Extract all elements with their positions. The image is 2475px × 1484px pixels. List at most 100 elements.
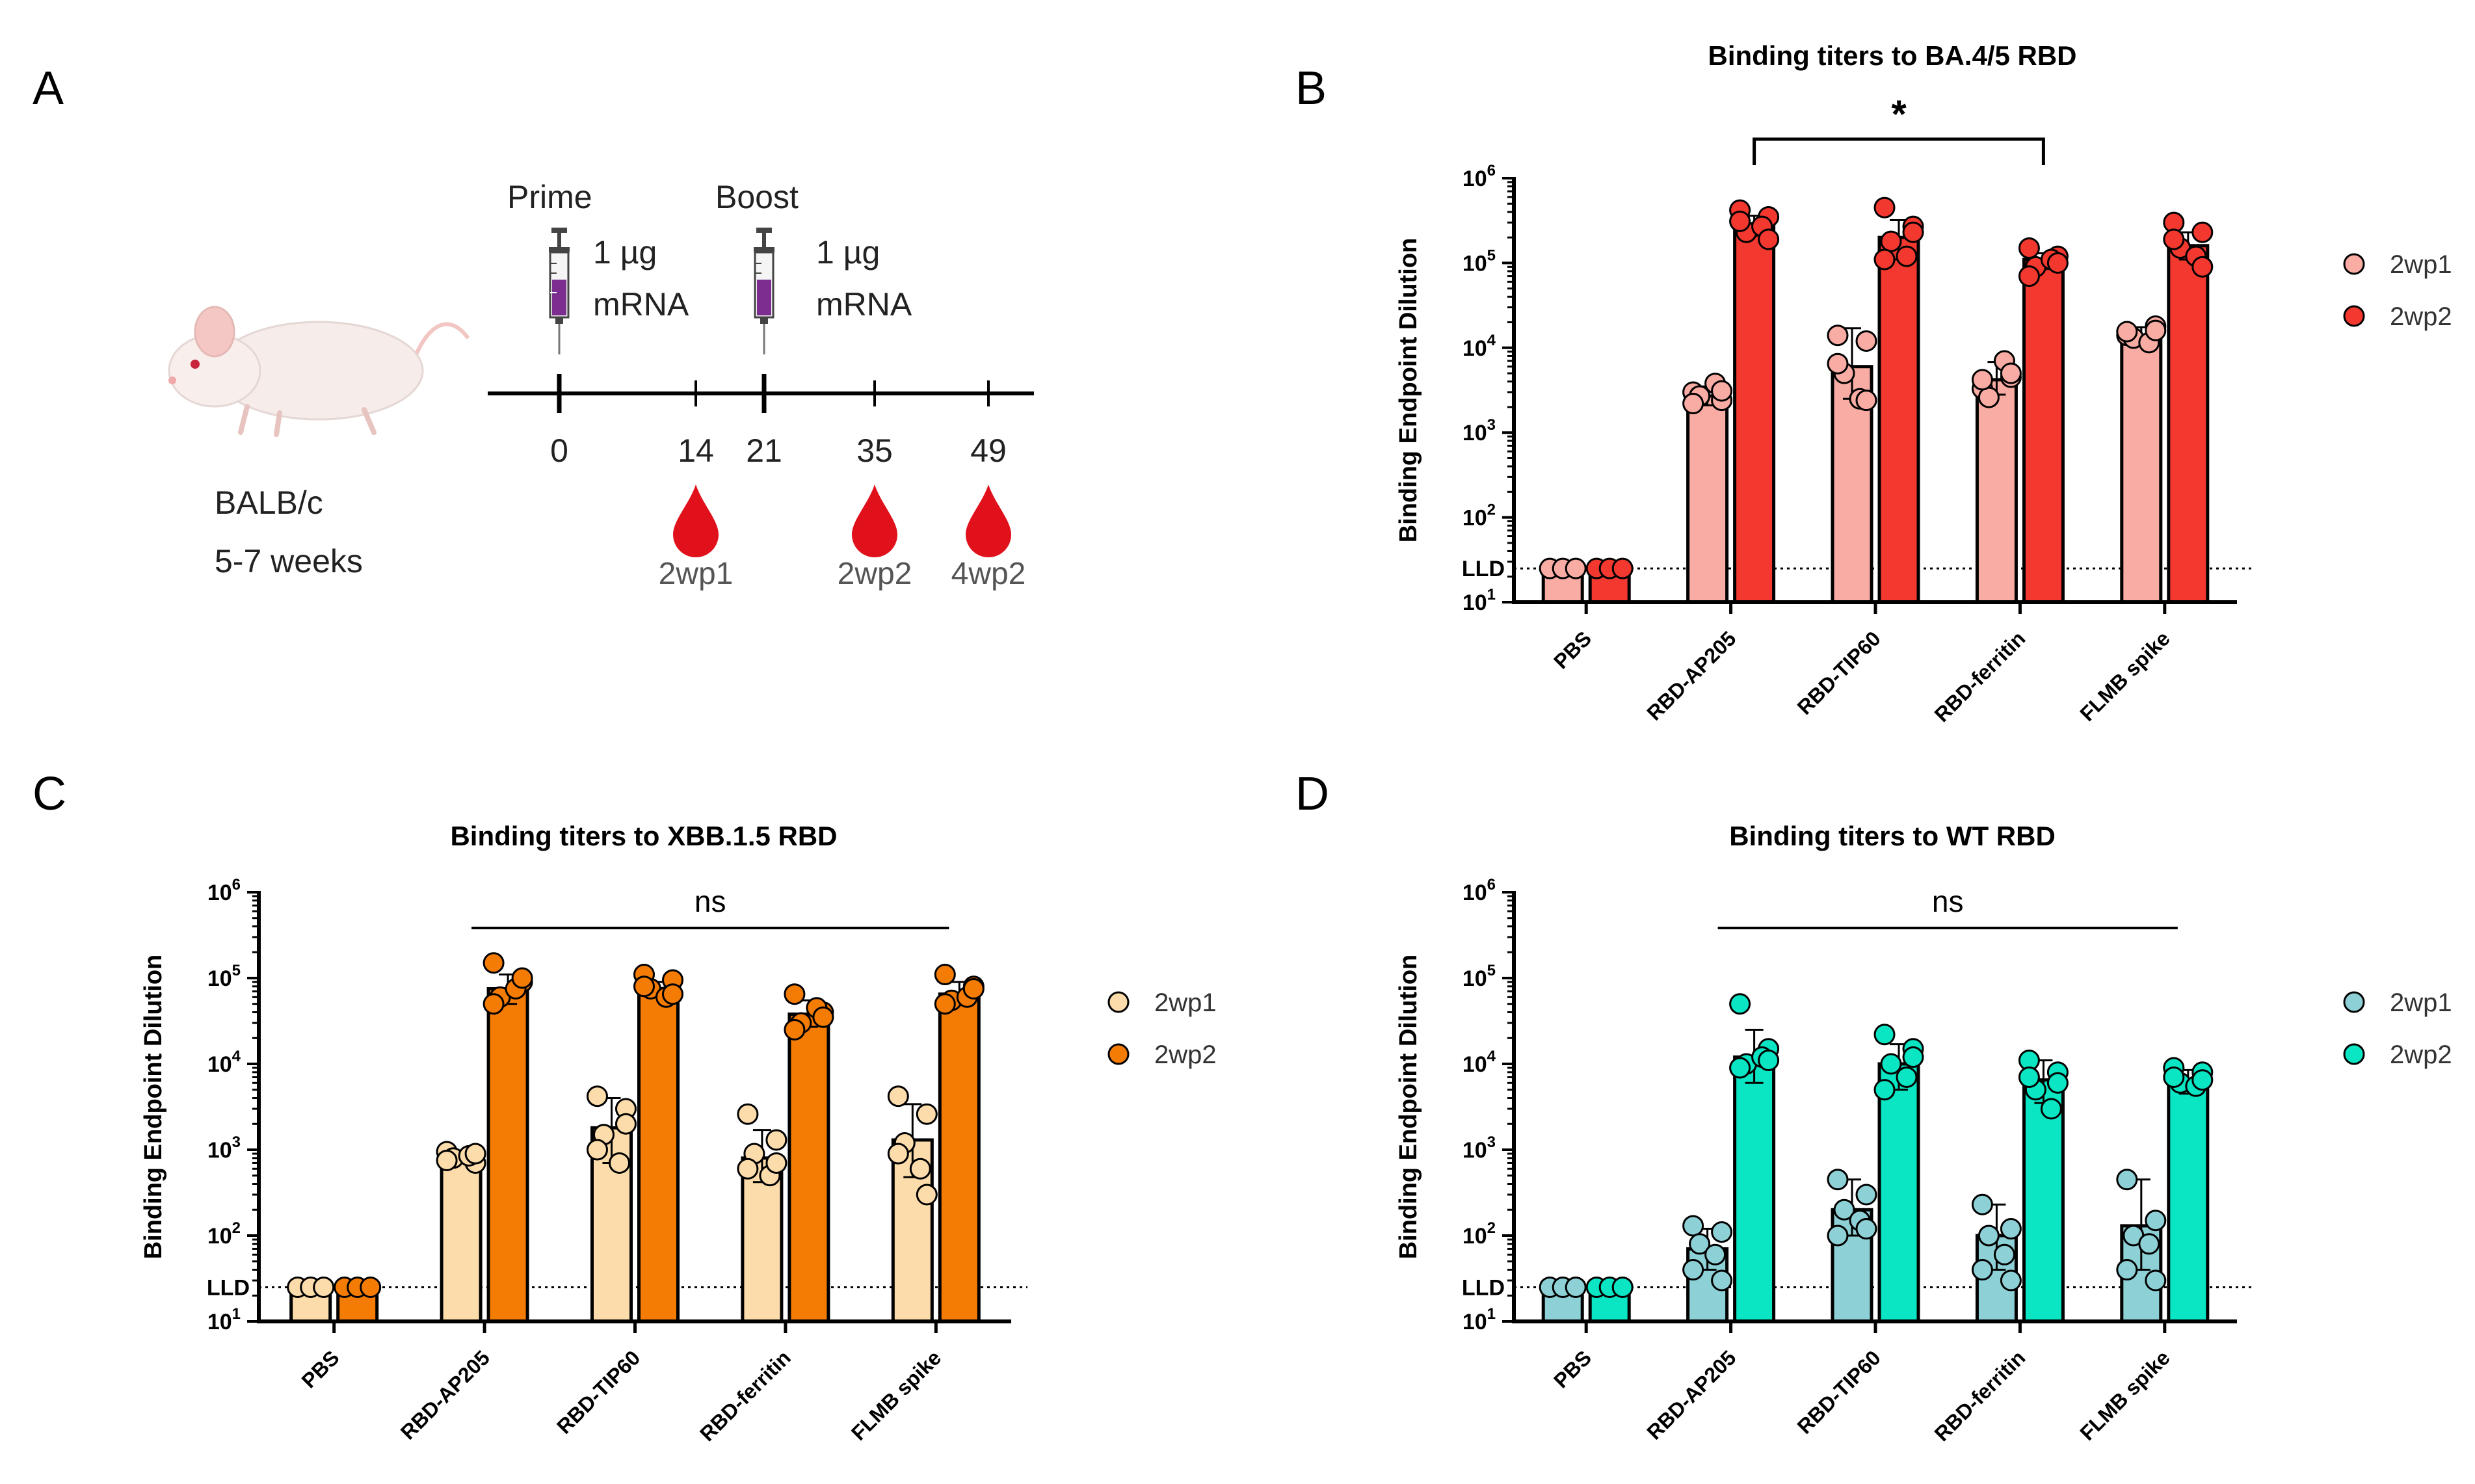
legend-label: 2wp2 xyxy=(2390,1040,2452,1069)
data-point-2wp2 xyxy=(2046,252,2069,274)
data-point-2wp1 xyxy=(1711,380,1733,402)
category-label: RBD-ferritin xyxy=(1930,1345,2030,1446)
y-tick-label: 103 xyxy=(1462,1133,1496,1163)
significance-label: ns xyxy=(695,884,726,918)
y-tick-label: 106 xyxy=(1462,876,1496,905)
mouse-strain: BALB/c xyxy=(215,484,323,521)
data-point-2wp1 xyxy=(2116,321,2138,343)
data-point-2wp1 xyxy=(2145,319,2167,341)
data-point-2wp2 xyxy=(1902,221,1924,243)
mouse-tail xyxy=(414,322,470,356)
blood-drop-icon xyxy=(852,484,897,557)
data-point-2wp1 xyxy=(1689,1233,1711,1255)
data-point-2wp2 xyxy=(934,964,956,986)
boost-dose-type: mRNA xyxy=(816,286,912,323)
panel-letter-a: A xyxy=(33,62,64,114)
category-label: FLMB spike xyxy=(847,1345,946,1444)
data-point-2wp1 xyxy=(2145,1210,2167,1232)
data-point-2wp1 xyxy=(2000,1269,2022,1292)
bar-2wp2 xyxy=(788,1012,830,1323)
data-point-2wp1 xyxy=(1711,1269,1733,1292)
data-point-2wp2 xyxy=(1902,1046,1924,1068)
mouse-illustration xyxy=(168,306,470,437)
data-point-2wp1 xyxy=(1827,325,1849,347)
timeline-blood-draws: 2wp1 2wp2 4wp2 xyxy=(659,484,1026,591)
panel-b-chart: B Binding titers to BA.4/5 RBD Binding En… xyxy=(1295,40,2452,726)
data-point-2wp2 xyxy=(2018,265,2040,287)
legend-marker-2wp2 xyxy=(2343,305,2365,327)
lld-label: LLD xyxy=(1462,557,1505,581)
data-point-2wp1 xyxy=(1827,1225,1849,1247)
legend-marker-2wp1 xyxy=(1107,991,1130,1013)
data-point-2wp1 xyxy=(1565,557,1587,579)
data-point-2wp1 xyxy=(2116,1259,2138,1281)
category-label: RBD-AP205 xyxy=(1642,1345,1740,1444)
data-point-2wp2 xyxy=(2191,256,2214,278)
category-label: PBS xyxy=(1549,1345,1596,1392)
y-tick-label: 105 xyxy=(207,962,241,991)
data-point-2wp1 xyxy=(1855,1218,1877,1240)
bar-2wp2 xyxy=(637,987,680,1323)
data-point-2wp2 xyxy=(2163,228,2185,250)
data-point-2wp2 xyxy=(2018,1066,2040,1088)
data-point-2wp1 xyxy=(765,1129,788,1151)
legend-marker-2wp2 xyxy=(1107,1043,1130,1065)
data-point-2wp1 xyxy=(916,1103,938,1125)
data-point-2wp2 xyxy=(2191,1069,2214,1091)
panel-letter-d: D xyxy=(1295,768,1329,820)
prime-syringe-icon xyxy=(549,228,570,354)
legend-label: 2wp1 xyxy=(2390,988,2452,1017)
data-point-2wp1 xyxy=(916,1184,938,1206)
data-point-2wp1 xyxy=(1993,1243,2015,1265)
legend-marker-2wp1 xyxy=(2343,991,2365,1013)
data-point-2wp1 xyxy=(909,1158,931,1180)
blood-drop-icon xyxy=(673,484,719,557)
prime-label: Prime xyxy=(507,179,592,215)
y-tick-label: 104 xyxy=(1462,332,1496,361)
data-point-2wp1 xyxy=(1682,1259,1704,1281)
bleed-timepoint-label: 2wp2 xyxy=(838,557,912,591)
data-point-2wp2 xyxy=(1896,1066,1918,1088)
boost-dose-amount: 1 µg xyxy=(816,234,880,271)
y-tick-label: 106 xyxy=(207,876,241,905)
data-point-2wp1 xyxy=(2145,1269,2167,1292)
data-point-2wp1 xyxy=(464,1143,486,1165)
data-point-2wp2 xyxy=(784,983,806,1005)
blood-drop-icon xyxy=(966,484,1011,557)
data-point-2wp1 xyxy=(1978,1225,2000,1247)
lld-label: LLD xyxy=(207,1275,250,1300)
mouse-age: 5-7 weeks xyxy=(215,543,363,579)
data-point-2wp1 xyxy=(1971,369,1993,391)
data-point-2wp2 xyxy=(1758,1050,1780,1072)
y-tick-label: 104 xyxy=(207,1048,241,1077)
bar-2wp1 xyxy=(1686,394,1729,604)
data-point-2wp2 xyxy=(2040,1098,2062,1120)
bar-2wp1 xyxy=(1975,378,2018,604)
y-tick-label: 101 xyxy=(1462,1305,1496,1334)
data-point-2wp1 xyxy=(2138,1233,2160,1255)
data-point-2wp2 xyxy=(1611,1276,1634,1298)
category-label: FLMB spike xyxy=(2075,626,2174,725)
timeline-day-label: 14 xyxy=(678,432,714,469)
prime-dose-type: mRNA xyxy=(593,286,689,323)
bar-2wp2 xyxy=(486,987,529,1323)
data-point-2wp2 xyxy=(483,952,505,974)
panel-a-timeline: A BALB/c 5-7 weeks Prime Boost xyxy=(33,62,1034,591)
data-point-2wp2 xyxy=(1896,245,1918,267)
data-point-2wp1 xyxy=(1682,1215,1704,1237)
data-point-2wp1 xyxy=(887,1143,909,1165)
data-point-2wp2 xyxy=(1729,993,1751,1015)
timeline-day-label: 0 xyxy=(550,432,568,469)
data-point-2wp2 xyxy=(784,1018,806,1040)
timeline-day-labels: 0 14 21 35 49 xyxy=(550,432,1007,469)
y-tick-label: 103 xyxy=(207,1133,241,1163)
mouse-legs xyxy=(238,404,377,437)
y-axis-label: Binding Endpoint Dilution xyxy=(1395,955,1422,1260)
data-point-2wp1 xyxy=(1971,1193,1993,1215)
y-tick-label: 102 xyxy=(1462,501,1496,531)
boost-syringe-icon xyxy=(754,228,774,354)
chart-title: Binding titers to BA.4/5 RBD xyxy=(1708,40,2076,71)
y-tick-label: 102 xyxy=(1462,1219,1496,1249)
bleed-timepoint-label: 2wp1 xyxy=(659,557,734,591)
data-point-2wp1 xyxy=(737,1158,759,1180)
